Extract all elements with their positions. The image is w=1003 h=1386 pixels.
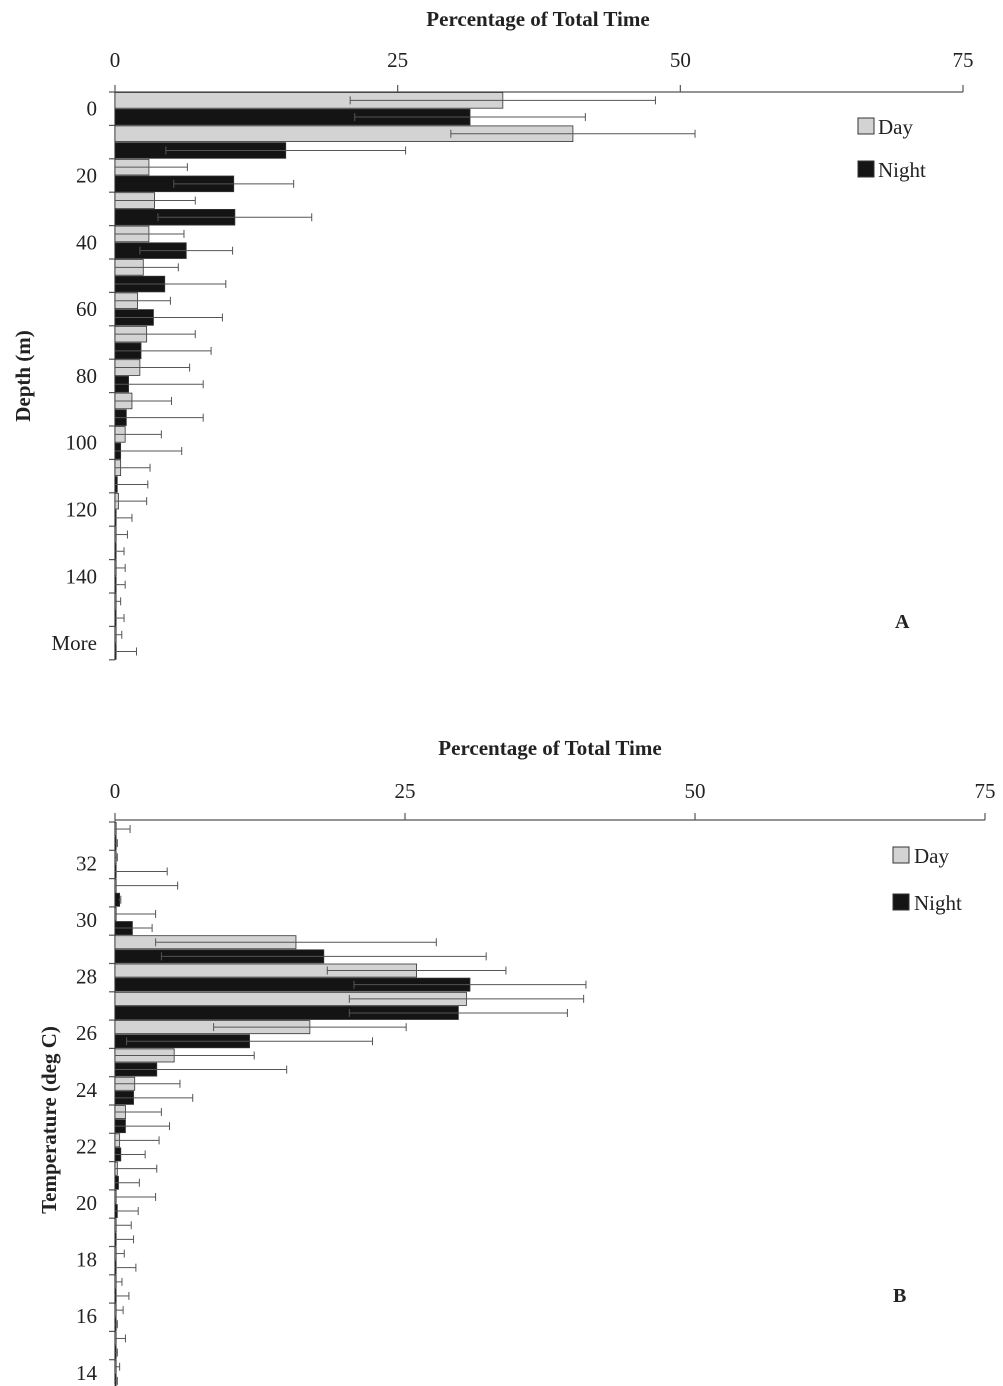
panel-b-y-tick-label: 32	[76, 851, 97, 875]
panel-a-x-ticks: 0 25 50 75	[110, 48, 974, 92]
panel-a-x-tick-label: 0	[110, 48, 121, 72]
panel-a-legend-day-swatch	[857, 117, 875, 135]
panel-b-y-tick-label: 22	[76, 1134, 97, 1158]
panel-b-y-tick-label: 14	[76, 1361, 98, 1385]
panel-b-y-tick-label: 16	[76, 1304, 97, 1328]
panel-a-y-tick-label: 100	[66, 431, 98, 455]
panel-b-x-tick-label: 75	[975, 779, 996, 803]
panel-a-y-axis-label: Depth (m)	[11, 330, 35, 422]
panel-b-bars	[114, 822, 471, 1386]
panel-a-legend-night-label: Night	[878, 158, 926, 182]
panel-a-y-tick-label: More	[52, 631, 98, 655]
panel-b-bar-night	[114, 1373, 117, 1386]
panel-b-y-axis-label: Temperature (deg C)	[37, 1026, 61, 1214]
panel-a-y-tick-label: 60	[76, 297, 97, 321]
panel-b-legend: Day Night	[892, 844, 962, 915]
panel-b-legend-day-swatch	[892, 846, 910, 864]
panel-a-y-tick-label: 80	[76, 364, 97, 388]
panel-b: Percentage of Total Time 0 25 50 75 32 30 28 2…	[37, 736, 996, 1386]
panel-b-legend-day-label: Day	[914, 844, 949, 868]
panel-b-y-tick-label: 18	[76, 1248, 97, 1272]
panel-a-y-tick-label: 120	[66, 498, 98, 522]
panel-a-x-tick-label: 25	[387, 48, 408, 72]
panel-b-x-tick-label: 50	[685, 779, 706, 803]
panel-b-x-tick-label: 0	[110, 779, 121, 803]
panel-b-y-tick-label: 24	[76, 1078, 98, 1102]
panel-a-legend: Day Night	[857, 115, 926, 182]
panel-b-y-tick-label: 26	[76, 1021, 97, 1045]
panel-b-error-bars	[115, 825, 587, 1385]
panel-b-y-tick-label: 28	[76, 965, 97, 989]
panel-b-legend-night-swatch	[892, 893, 910, 911]
panel-b-x-tick-label: 25	[395, 779, 416, 803]
panel-a-legend-night-swatch	[857, 160, 875, 178]
panel-a-label: A	[895, 611, 910, 633]
panel-b-x-ticks: 0 25 50 75	[110, 779, 996, 820]
panel-b-legend-night-label: Night	[914, 891, 962, 915]
panel-b-title: Percentage of Total Time	[438, 736, 661, 760]
panel-a-y-tick-label: 20	[76, 164, 97, 188]
panel-a-y-ticks: 0 20 40 60 80 100 120 140 More	[52, 91, 115, 661]
panel-a-x-tick-label: 50	[670, 48, 691, 72]
panel-b-y-ticks: 32 30 28 26 24 22 20 18 16 14	[76, 821, 115, 1385]
panel-a-y-tick-label: 0	[87, 97, 98, 121]
panel-a-y-tick-label: 140	[66, 564, 98, 588]
panel-a-x-tick-label: 75	[953, 48, 974, 72]
panel-a-error-bars	[115, 96, 696, 656]
panel-a-title: Percentage of Total Time	[426, 7, 649, 31]
panel-a: Percentage of Total Time 0 25 50 75 0 20 40 60…	[11, 7, 974, 661]
panel-a-legend-day-label: Day	[878, 115, 913, 139]
panel-a-bars	[114, 92, 574, 660]
panel-a-y-tick-label: 40	[76, 230, 97, 254]
panel-b-y-tick-label: 20	[76, 1191, 97, 1215]
panel-b-label: B	[893, 1285, 906, 1307]
panel-b-y-tick-label: 30	[76, 908, 97, 932]
